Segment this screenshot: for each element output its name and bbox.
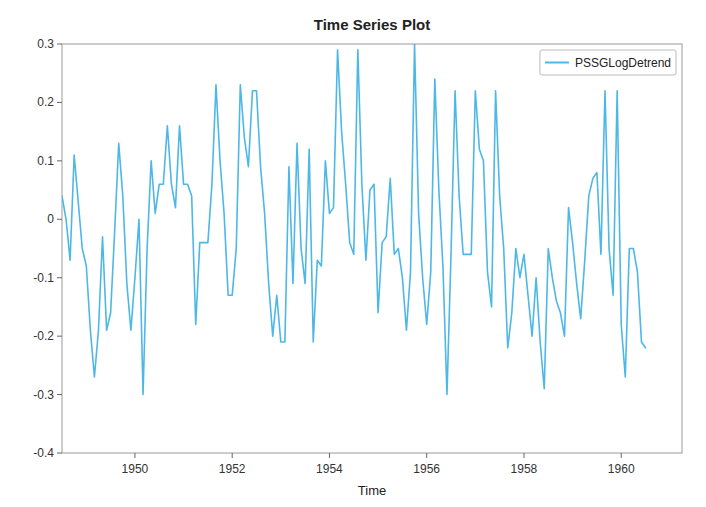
- x-tick-label: 1958: [511, 462, 538, 476]
- plot-area: [62, 44, 646, 395]
- y-tick: [57, 160, 62, 161]
- x-tick-label: 1956: [413, 462, 440, 476]
- y-axis: -0.4 -0.3 -0.2 -0.1 0 0.1 0.2 0.3: [33, 37, 62, 460]
- y-tick: [57, 219, 62, 220]
- y-tick-label: -0.3: [33, 388, 54, 402]
- legend-label: PSSGLogDetrend: [575, 56, 671, 70]
- y-tick-label: -0.1: [33, 271, 54, 285]
- x-tick: [621, 453, 622, 458]
- y-tick: [57, 336, 62, 337]
- x-tick: [523, 453, 524, 458]
- series-line: [62, 44, 646, 395]
- x-tick-label: 1952: [219, 462, 246, 476]
- y-tick: [57, 453, 62, 454]
- legend-swatch: [545, 62, 569, 64]
- title: Time Series Plot: [314, 16, 430, 33]
- chart: 1950 1952 1954 1956 1958 1960 -0.4 -0.3 -0.2 -0.1…: [0, 0, 706, 507]
- y-tick-label: 0.2: [37, 95, 54, 109]
- x-tick: [232, 453, 233, 458]
- x-tick-label: 1954: [316, 462, 343, 476]
- y-tick: [57, 394, 62, 395]
- plot-frame: [62, 44, 682, 453]
- x-axis: 1950 1952 1954 1956 1958 1960: [122, 453, 635, 476]
- x-tick-label: 1950: [122, 462, 149, 476]
- x-tick: [329, 453, 330, 458]
- y-tick-label: 0: [47, 212, 54, 226]
- x-axis-label: Time: [358, 483, 386, 498]
- y-tick: [57, 44, 62, 45]
- y-tick: [57, 277, 62, 278]
- y-tick-label: 0.1: [37, 154, 54, 168]
- x-tick-label: 1960: [608, 462, 635, 476]
- y-tick: [57, 102, 62, 103]
- y-tick-label: -0.2: [33, 329, 54, 343]
- legend-box: [540, 50, 676, 75]
- y-tick-label: 0.3: [37, 37, 54, 51]
- legend: PSSGLogDetrend: [540, 50, 676, 75]
- y-tick-label: -0.4: [33, 446, 54, 460]
- background: [0, 0, 706, 507]
- x-tick: [134, 453, 135, 458]
- x-tick: [426, 453, 427, 458]
